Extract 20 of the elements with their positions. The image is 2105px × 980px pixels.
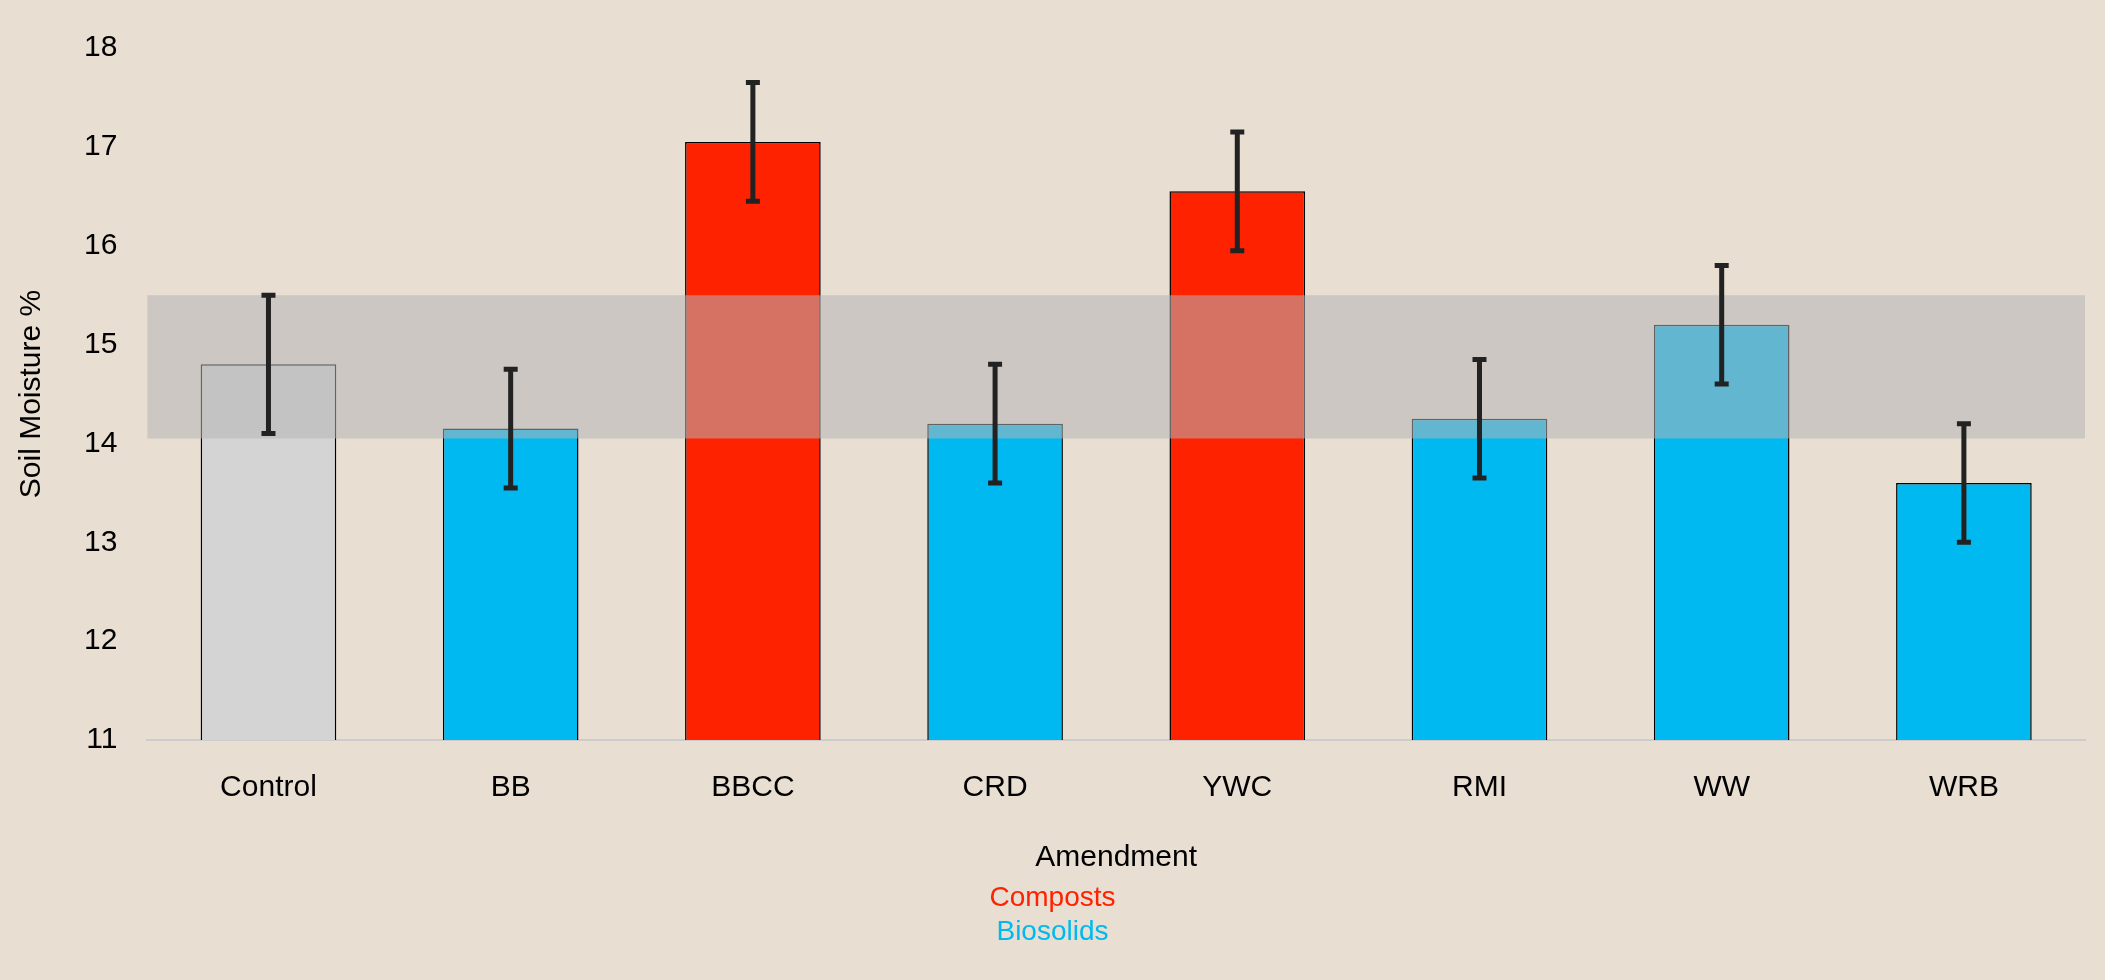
x-tick-label: YWC bbox=[1202, 769, 1273, 803]
x-tick-label: Control bbox=[220, 769, 317, 803]
y-tick-label: 14 bbox=[83, 424, 118, 458]
x-tick-label: BBCC bbox=[711, 769, 795, 803]
y-tick-label: 11 bbox=[86, 721, 118, 755]
y-tick-label: 15 bbox=[83, 325, 118, 359]
series-label: Biosolids bbox=[996, 914, 1109, 948]
y-axis-title: Soil Moisture % bbox=[13, 289, 47, 499]
y-tick-label: 18 bbox=[83, 29, 118, 63]
x-tick-label: WRB bbox=[1928, 769, 1999, 803]
y-tick-label: 13 bbox=[83, 523, 118, 557]
x-tick-label: WW bbox=[1693, 769, 1751, 803]
x-axis-title: Amendment bbox=[1035, 839, 1198, 873]
y-tick-label: 16 bbox=[83, 226, 118, 260]
x-tick-label: CRD bbox=[962, 769, 1028, 803]
y-tick-label: 17 bbox=[83, 128, 118, 162]
x-tick-label: BB bbox=[490, 769, 531, 803]
y-tick-label: 12 bbox=[83, 622, 118, 656]
x-tick-label: RMI bbox=[1451, 769, 1507, 803]
series-label: Composts bbox=[989, 880, 1116, 914]
